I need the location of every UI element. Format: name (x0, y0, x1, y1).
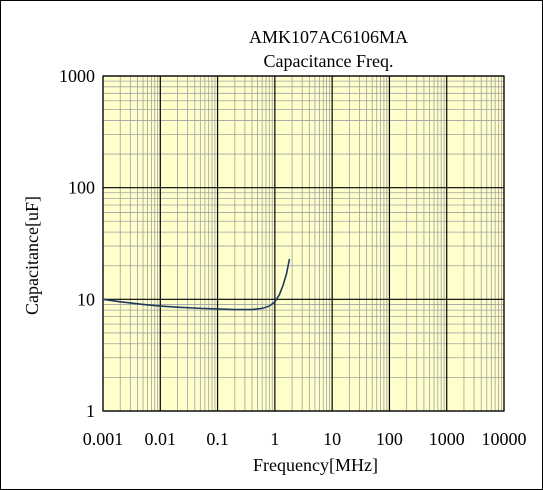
x-tick-label: 0.01 (145, 429, 177, 449)
x-tick-label: 10000 (482, 429, 527, 449)
plot-area (103, 76, 504, 411)
chart-title-line-2: Capacitance Freq. (264, 51, 394, 71)
x-tick-labels: 0.001 0.01 0.1 1 10 100 1000 10000 (83, 429, 527, 449)
y-tick-label: 10 (77, 289, 95, 309)
x-tick-label: 1 (270, 429, 279, 449)
y-tick-labels: 1 10 100 1000 (59, 66, 95, 421)
x-axis-label: Frequency[MHz] (253, 455, 378, 475)
y-axis-label: Capacitance[uF] (22, 196, 42, 315)
y-tick-label: 1000 (59, 66, 95, 86)
x-tick-label: 0.1 (206, 429, 229, 449)
x-tick-label: 0.001 (83, 429, 124, 449)
chart-title-line-1: AMK107AC6106MA (249, 27, 408, 47)
minor-grid (103, 76, 504, 411)
plot-border (102, 75, 505, 412)
x-tick-label: 100 (376, 429, 403, 449)
y-tick-label: 1 (86, 401, 95, 421)
x-tick-label: 1000 (429, 429, 465, 449)
x-tick-label: 10 (323, 429, 341, 449)
y-tick-label: 100 (68, 178, 95, 198)
series-line (102, 258, 291, 311)
